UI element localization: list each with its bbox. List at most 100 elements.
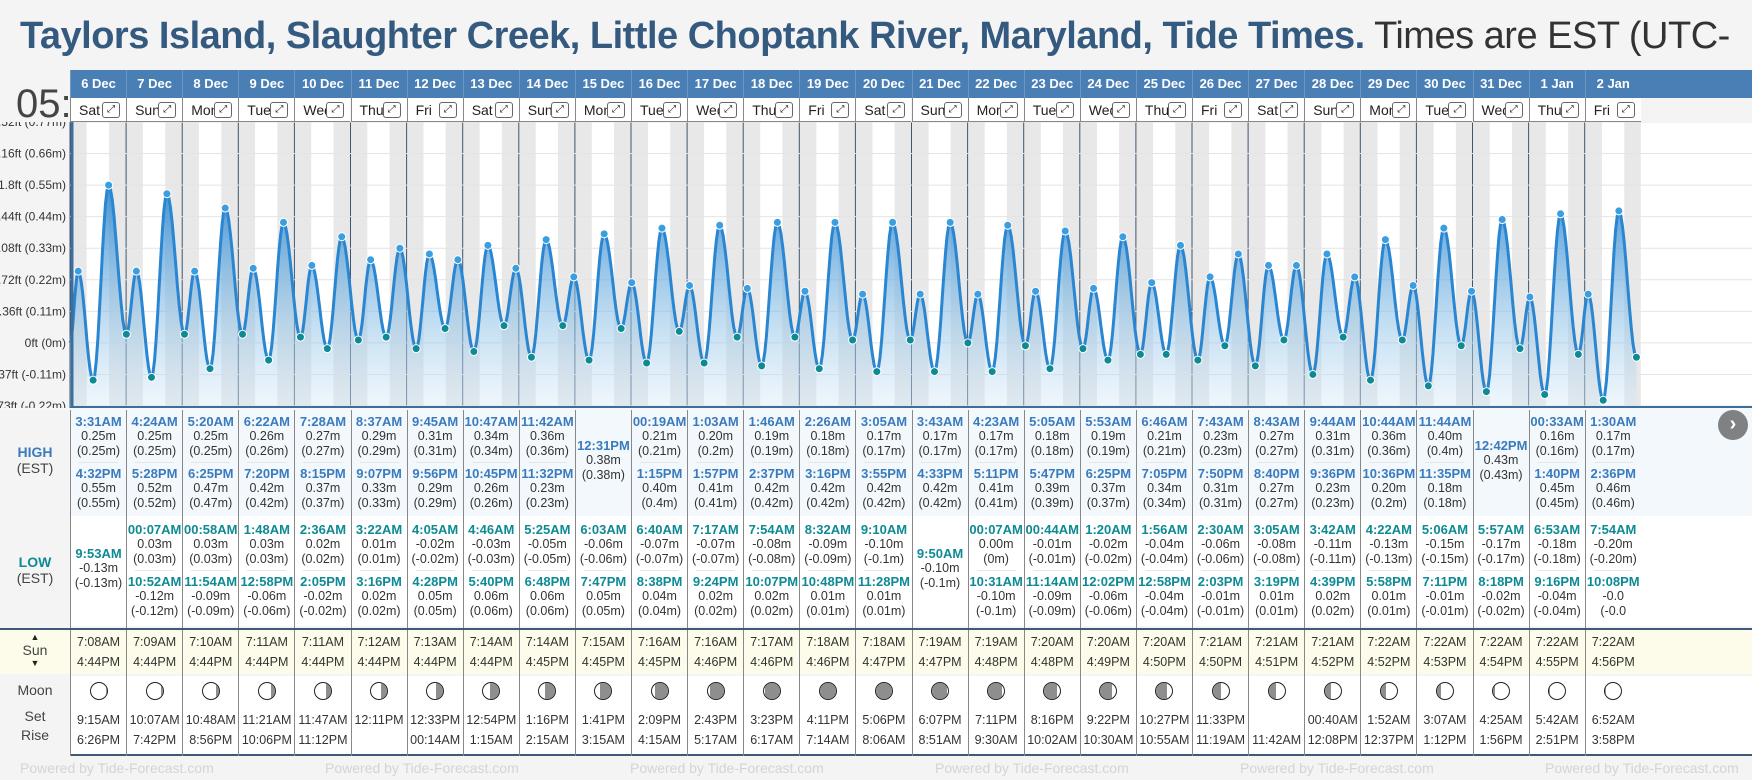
high-tide-time: 3:31AM xyxy=(75,414,122,429)
expand-day-button[interactable]: ⤢ xyxy=(438,102,457,118)
low-tide-height-alt: (-0.07m) xyxy=(635,552,684,566)
expand-day-button[interactable]: ⤢ xyxy=(831,102,850,118)
high-tide-cell: 3:43AM 0.17m (0.17m) 4:33PM 0.42m (0.42m) xyxy=(911,410,968,516)
expand-day-button[interactable]: ⤢ xyxy=(1280,102,1299,118)
high-tide-time: 1:30AM xyxy=(1590,414,1637,429)
moonrise-time: 2:51PM xyxy=(1535,733,1579,747)
expand-day-button[interactable]: ⤢ xyxy=(270,102,289,118)
expand-day-button[interactable]: ⤢ xyxy=(494,102,513,118)
sunrise-time: 7:21AM xyxy=(1311,635,1355,649)
high-tide-height: 0.41m xyxy=(698,481,734,495)
expand-day-button[interactable]: ⤢ xyxy=(102,102,121,118)
moonset-time: 2:43PM xyxy=(694,713,738,727)
low-tide-cell: 7:54AM -0.08m (-0.08m) 10:07PM 0.02m (0.02m) xyxy=(743,516,799,628)
expand-day-button[interactable]: ⤢ xyxy=(606,102,625,118)
day-of-week-label: Sun xyxy=(135,102,161,118)
low-tide-height: -0.09m xyxy=(191,589,231,603)
expand-day-button[interactable]: ⤢ xyxy=(1167,102,1186,118)
high-tide-point xyxy=(453,255,463,265)
divider xyxy=(1313,570,1353,571)
low-tide-cell: 9:10AM -0.10m (-0.1m) 11:28PM 0.01m (0.01m) xyxy=(855,516,911,628)
low-tide-time: 10:48PM xyxy=(801,574,855,589)
expand-arrows-icon: ⤢ xyxy=(1285,104,1294,115)
high-tide-cell: 12:42PM 0.43m (0.43m) xyxy=(1472,410,1529,516)
expand-day-button[interactable]: ⤢ xyxy=(1616,102,1635,118)
expand-day-button[interactable]: ⤢ xyxy=(999,102,1018,118)
expand-day-button[interactable]: ⤢ xyxy=(1111,102,1130,118)
high-tide-time: 8:15PM xyxy=(300,466,346,481)
high-tide-point xyxy=(1291,260,1301,270)
low-tide-height-alt: (-0.0 xyxy=(1600,604,1627,618)
watermark-text: Powered by Tide-Forecast.com xyxy=(325,760,519,776)
moonset-time: 2:09PM xyxy=(638,713,682,727)
expand-day-button[interactable]: ⤢ xyxy=(382,102,401,118)
sunrise-time: 7:22AM xyxy=(1591,635,1635,649)
expand-day-button[interactable]: ⤢ xyxy=(214,102,233,118)
low-tide-height: -0.06m xyxy=(1201,537,1240,551)
high-tide-time: 1:40PM xyxy=(1534,466,1580,481)
low-tide-height: -0.09m xyxy=(808,537,848,551)
sun-cell: 7:16AM 4:45PM xyxy=(631,630,687,676)
high-tide-point xyxy=(395,243,405,253)
low-tide-height: 0.03m xyxy=(249,537,285,551)
expand-day-button[interactable]: ⤢ xyxy=(775,102,794,118)
high-tide-height: 0.46m xyxy=(1595,481,1631,495)
expand-day-button[interactable]: ⤢ xyxy=(326,102,345,118)
moon-shadow xyxy=(105,683,107,699)
expand-day-button[interactable]: ⤢ xyxy=(550,102,569,118)
expand-arrows-icon: ⤢ xyxy=(611,104,620,115)
divider xyxy=(1144,462,1184,463)
low-tide-time: 9:50AM xyxy=(916,546,964,561)
expand-day-button[interactable]: ⤢ xyxy=(943,102,962,118)
low-tide-cell: 7:54AM -0.20m (-0.20m) 10:08PM -0.0 (-0.0 xyxy=(1584,516,1641,628)
high-tide-height: 0.27m xyxy=(1259,429,1295,443)
expand-day-button[interactable]: ⤢ xyxy=(1055,102,1074,118)
sun-cell: 7:19AM 4:47PM xyxy=(911,630,968,676)
day-of-week-cell: Thu ⤢ xyxy=(350,98,407,122)
expand-day-button[interactable]: ⤢ xyxy=(719,102,738,118)
moonset-time: 1:52AM xyxy=(1367,713,1411,727)
high-tide-height: 0.20m xyxy=(1371,481,1407,495)
expand-day-button[interactable]: ⤢ xyxy=(1448,102,1467,118)
low-tide-height-alt: (-0.06m) xyxy=(579,552,628,566)
low-tide-row xyxy=(0,516,1752,626)
expand-day-button[interactable]: ⤢ xyxy=(1224,102,1243,118)
high-tide-point xyxy=(1176,240,1186,250)
expand-day-button[interactable]: ⤢ xyxy=(1392,102,1411,118)
low-tide-time: 9:24PM xyxy=(692,574,739,589)
expand-day-button[interactable]: ⤢ xyxy=(1336,102,1355,118)
divider xyxy=(1201,570,1241,571)
low-tide-height-alt: (-0.1m) xyxy=(976,604,1017,618)
expand-day-button[interactable]: ⤢ xyxy=(158,102,177,118)
high-tide-height: 0.26m xyxy=(473,481,509,495)
low-tide-point xyxy=(411,344,421,354)
low-tide-point xyxy=(848,335,858,345)
low-tide-point xyxy=(1456,341,1466,351)
high-tide-time: 5:28PM xyxy=(131,466,178,481)
low-tide-point xyxy=(757,361,767,371)
moon-shadow xyxy=(1380,683,1386,699)
expand-arrows-icon: ⤢ xyxy=(331,104,340,115)
sun-label: Sun xyxy=(22,642,48,658)
next-page-button[interactable]: › xyxy=(1718,410,1748,440)
high-tide-time: 5:11PM xyxy=(973,466,1019,481)
moon-shadow xyxy=(932,683,948,699)
high-tide-height: 0.37m xyxy=(305,481,341,495)
high-tide-height: 0.25m xyxy=(193,429,229,443)
divider xyxy=(471,570,511,571)
divider xyxy=(1537,462,1577,463)
moon-phase-icon xyxy=(1267,682,1286,700)
expand-day-button[interactable]: ⤢ xyxy=(887,102,906,118)
expand-day-button[interactable]: ⤢ xyxy=(1560,102,1579,118)
day-of-week-label: Sun xyxy=(920,102,946,118)
expand-day-button[interactable]: ⤢ xyxy=(663,102,682,118)
expand-arrows-icon: ⤢ xyxy=(892,104,901,115)
day-of-week-cell: Mon ⤢ xyxy=(182,98,239,122)
expand-day-button[interactable]: ⤢ xyxy=(1504,102,1523,118)
low-tide-height-alt: (-0.05m) xyxy=(523,552,571,566)
sunrise-time: 7:18AM xyxy=(862,635,906,649)
day-date-header: 21 Dec xyxy=(911,70,968,98)
low-tide-height-alt: (0.06m) xyxy=(525,604,569,618)
moon-cell: 3:23PM 6:17AM xyxy=(743,676,799,756)
low-tide-height-alt: (-0.02m) xyxy=(299,604,347,618)
